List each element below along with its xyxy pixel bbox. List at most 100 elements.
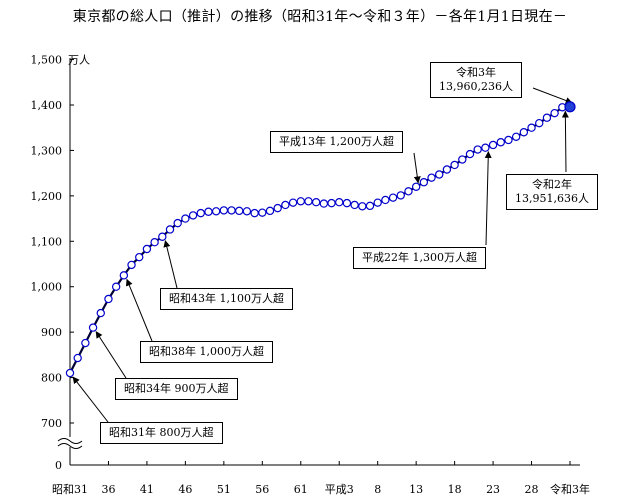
- annotation-callout: 昭和34年 900万人超: [115, 378, 238, 400]
- annotation-arrow: [561, 110, 569, 173]
- annotation-callout: 平成13年 1,200万人超: [270, 131, 403, 153]
- annotation-callout: 昭和38年 1,000万人超: [140, 341, 273, 363]
- data-point: [473, 145, 482, 154]
- annotation-arrow: [125, 278, 153, 342]
- y-axis-break: [57, 438, 83, 449]
- x-tick-label: 56: [255, 483, 269, 496]
- data-point: [396, 191, 405, 200]
- data-point: [127, 260, 136, 270]
- data-point: [311, 198, 321, 207]
- y-tick-label: 1,200: [31, 190, 63, 203]
- data-point: [65, 368, 75, 378]
- data-point: [488, 140, 498, 150]
- x-tick-label: 41: [140, 483, 154, 496]
- y-tick-label: 900: [41, 326, 62, 339]
- data-point: [119, 271, 129, 280]
- data-point: [181, 214, 190, 223]
- data-point: [381, 195, 390, 205]
- data-point: [335, 198, 344, 207]
- data-point: [527, 123, 536, 132]
- data-point: [411, 182, 421, 191]
- data-point: [250, 208, 259, 218]
- data-point: [465, 149, 475, 159]
- data-point: [296, 197, 305, 206]
- x-tick-label: 令和3年: [550, 482, 590, 496]
- data-point: [96, 308, 105, 318]
- data-point: [88, 323, 98, 332]
- x-tick-label: 13: [409, 483, 423, 496]
- data-point: [273, 203, 282, 213]
- data-point: [504, 135, 513, 145]
- data-point: [550, 108, 559, 118]
- data-point: [288, 198, 298, 207]
- x-tick-label: 18: [448, 483, 462, 496]
- data-point: [496, 138, 505, 147]
- annotation-arrow: [163, 240, 178, 289]
- data-point: [258, 208, 267, 217]
- x-tick-label: 23: [486, 483, 500, 496]
- data-point: [358, 202, 367, 211]
- x-tick-label: 36: [101, 483, 115, 496]
- data-point: [481, 143, 490, 152]
- data-point: [350, 200, 359, 210]
- data-point: [365, 201, 375, 211]
- data-point: [235, 206, 244, 216]
- data-point: [158, 232, 167, 241]
- data-point: [281, 200, 290, 210]
- annotation-callout: 令和2年 13,951,636人: [506, 174, 598, 210]
- data-point: [242, 207, 252, 216]
- y-tick-label: 800: [41, 372, 62, 385]
- data-point: [564, 101, 576, 113]
- data-point: [150, 237, 159, 247]
- data-point: [135, 252, 144, 262]
- annotation-callout: 昭和43年 1,100万人超: [160, 288, 293, 310]
- data-point: [304, 197, 313, 206]
- data-point: [542, 113, 552, 122]
- data-point: [458, 155, 467, 164]
- annotation-callout: 平成22年 1,300万人超: [353, 247, 486, 269]
- annotation-callout: 令和3年 13,960,236人: [430, 62, 522, 98]
- y-tick-label: 1,400: [31, 99, 63, 112]
- y-tick-label: 0: [55, 459, 62, 472]
- data-point: [73, 353, 82, 363]
- data-point: [419, 178, 429, 187]
- annotation-arrow: [72, 376, 109, 423]
- x-tick-label: 61: [294, 483, 308, 496]
- annotation-arrow: [413, 152, 421, 184]
- x-tick-label: 28: [525, 483, 539, 496]
- data-point: [511, 132, 521, 141]
- data-point: [519, 128, 529, 137]
- data-point: [165, 225, 175, 234]
- y-tick-label: 1,500: [31, 54, 63, 67]
- data-point: [188, 211, 198, 220]
- data-point: [211, 207, 221, 216]
- data-point: [142, 244, 152, 254]
- x-tick-label: 平成3: [325, 483, 354, 496]
- y-axis-unit: 万人: [68, 54, 90, 67]
- data-point: [535, 118, 544, 128]
- data-point: [104, 294, 113, 304]
- y-tick-label: 1,000: [31, 281, 63, 294]
- annotation-callout: 昭和31年 800万人超: [100, 422, 223, 444]
- annotation-arrow: [484, 151, 492, 246]
- data-point: [442, 165, 452, 174]
- x-tick-label: 8: [374, 483, 381, 496]
- data-point: [342, 198, 352, 208]
- y-tick-label: 700: [41, 417, 62, 430]
- data-point: [81, 338, 90, 348]
- annotation-arrow: [532, 87, 573, 104]
- data-point: [373, 198, 382, 207]
- data-point: [111, 282, 121, 291]
- data-point: [450, 160, 459, 170]
- data-point: [404, 187, 413, 196]
- data-point: [388, 193, 398, 202]
- x-tick-label: 昭和31: [52, 483, 88, 496]
- annotation-arrow: [95, 331, 127, 379]
- data-point: [219, 206, 229, 215]
- y-tick-label: 1,100: [31, 235, 63, 248]
- data-point: [227, 206, 236, 215]
- chart-title: 東京都の総人口（推計）の推移（昭和31年〜令和３年）－各年1月1日現在－: [72, 9, 568, 25]
- data-point: [319, 199, 329, 208]
- data-point: [327, 198, 336, 208]
